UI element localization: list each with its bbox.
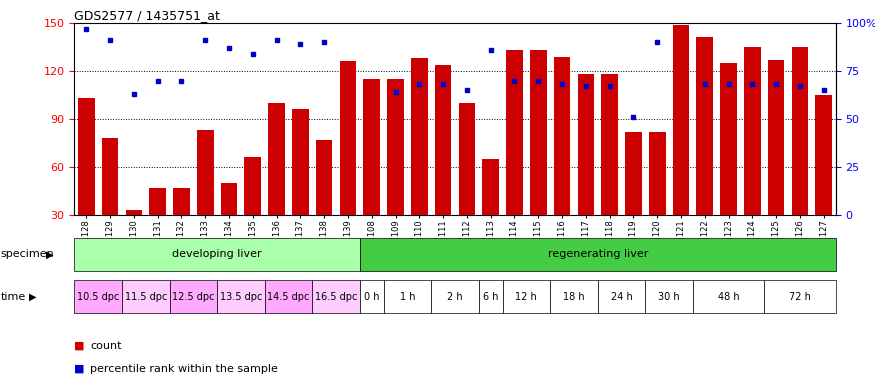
Bar — [360, 238, 836, 271]
Text: 2 h: 2 h — [447, 291, 463, 302]
Bar — [764, 280, 836, 313]
Text: 14.5 dpc: 14.5 dpc — [267, 291, 310, 302]
Bar — [768, 60, 785, 215]
Bar — [506, 50, 522, 215]
Bar — [220, 183, 237, 215]
Bar — [265, 280, 312, 313]
Text: 48 h: 48 h — [718, 291, 739, 302]
Bar — [792, 47, 808, 215]
Bar — [649, 132, 666, 215]
Text: 13.5 dpc: 13.5 dpc — [220, 291, 262, 302]
Bar — [502, 280, 550, 313]
Text: 12.5 dpc: 12.5 dpc — [172, 291, 214, 302]
Bar — [102, 138, 118, 215]
Text: regenerating liver: regenerating liver — [548, 249, 648, 260]
Bar — [217, 280, 265, 313]
Bar — [316, 140, 332, 215]
Bar — [720, 63, 737, 215]
Text: time: time — [1, 291, 26, 302]
Bar — [244, 157, 261, 215]
Bar — [312, 280, 360, 313]
Bar — [646, 280, 693, 313]
Text: 11.5 dpc: 11.5 dpc — [124, 291, 167, 302]
Text: 16.5 dpc: 16.5 dpc — [315, 291, 357, 302]
Bar — [269, 103, 285, 215]
Bar — [74, 238, 360, 271]
Bar — [578, 74, 594, 215]
Bar — [197, 130, 214, 215]
Text: 0 h: 0 h — [364, 291, 380, 302]
Text: ■: ■ — [74, 341, 85, 351]
Bar — [816, 95, 832, 215]
Bar — [598, 280, 646, 313]
Text: 24 h: 24 h — [611, 291, 633, 302]
Text: percentile rank within the sample: percentile rank within the sample — [90, 364, 278, 374]
Text: ▶: ▶ — [29, 291, 37, 302]
Text: count: count — [90, 341, 122, 351]
Bar — [530, 50, 547, 215]
Bar — [388, 79, 404, 215]
Text: 30 h: 30 h — [658, 291, 680, 302]
Bar — [170, 280, 217, 313]
Bar — [383, 280, 431, 313]
Bar — [696, 38, 713, 215]
Text: 72 h: 72 h — [789, 291, 811, 302]
Bar — [479, 280, 502, 313]
Bar — [360, 280, 383, 313]
Text: ■: ■ — [74, 364, 85, 374]
Bar — [431, 280, 479, 313]
Bar — [673, 25, 690, 215]
Text: specimen: specimen — [1, 249, 54, 260]
Bar — [744, 47, 760, 215]
Text: developing liver: developing liver — [172, 249, 262, 260]
Text: 12 h: 12 h — [515, 291, 537, 302]
Bar — [122, 280, 170, 313]
Bar — [601, 74, 618, 215]
Bar — [625, 132, 641, 215]
Bar — [550, 280, 598, 313]
Text: 10.5 dpc: 10.5 dpc — [77, 291, 119, 302]
Bar — [554, 57, 570, 215]
Bar — [411, 58, 428, 215]
Text: 1 h: 1 h — [400, 291, 415, 302]
Bar — [74, 280, 122, 313]
Bar — [292, 109, 309, 215]
Text: 6 h: 6 h — [483, 291, 499, 302]
Text: 18 h: 18 h — [564, 291, 584, 302]
Text: GDS2577 / 1435751_at: GDS2577 / 1435751_at — [74, 9, 220, 22]
Bar — [482, 159, 499, 215]
Bar — [340, 61, 356, 215]
Bar — [150, 188, 166, 215]
Bar — [693, 280, 764, 313]
Bar — [458, 103, 475, 215]
Bar — [435, 65, 452, 215]
Bar — [78, 98, 94, 215]
Text: ▶: ▶ — [46, 249, 53, 260]
Bar — [363, 79, 380, 215]
Bar — [173, 188, 190, 215]
Bar — [125, 210, 142, 215]
